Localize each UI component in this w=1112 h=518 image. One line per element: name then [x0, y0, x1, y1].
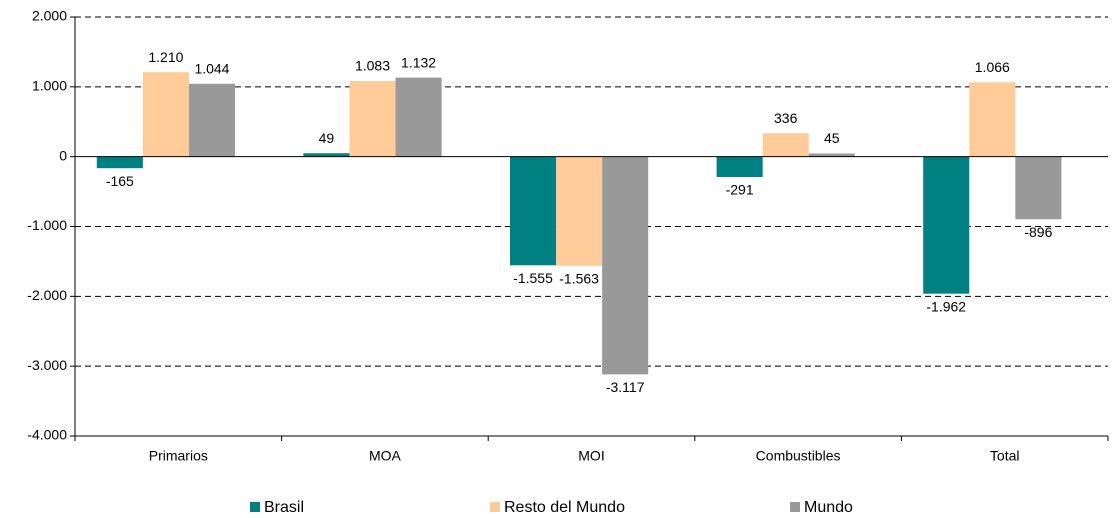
- bar: [969, 82, 1016, 157]
- y-tick-label: 2.000: [32, 8, 67, 24]
- data-label: 45: [824, 130, 840, 146]
- legend-label: Mundo: [804, 499, 853, 516]
- bar: [556, 156, 603, 266]
- bar: [808, 153, 855, 157]
- x-tick-label: MOA: [369, 448, 402, 464]
- legend-swatch: [790, 502, 800, 512]
- y-tick-label: -3.000: [27, 357, 67, 373]
- y-tick-label: -4.000: [27, 427, 67, 443]
- data-label: 1.210: [148, 49, 183, 65]
- y-tick-label: -2.000: [27, 287, 67, 303]
- x-tick-label: Total: [990, 448, 1020, 464]
- data-label: 1.044: [194, 60, 229, 76]
- bar: [395, 77, 442, 157]
- legend-label: Brasil: [264, 499, 304, 516]
- data-label: -3.117: [606, 379, 645, 395]
- bar: [762, 133, 809, 157]
- legend-swatch: [490, 502, 500, 512]
- data-label: -291: [726, 182, 754, 198]
- bar: [142, 72, 189, 157]
- data-label: 336: [774, 110, 798, 126]
- bar: [96, 156, 143, 169]
- bar: [303, 153, 350, 157]
- bar: [349, 81, 396, 157]
- data-label: -896: [1024, 224, 1052, 240]
- bar: [923, 156, 970, 294]
- data-label: 1.083: [355, 58, 390, 74]
- data-label: -165: [106, 173, 134, 189]
- y-tick-label: 1.000: [32, 78, 67, 94]
- data-label: -1.563: [559, 271, 599, 287]
- legend-label: Resto del Mundo: [504, 499, 625, 516]
- data-label: 1.066: [975, 59, 1010, 75]
- bar: [509, 156, 557, 266]
- bar: [602, 156, 649, 375]
- y-tick-label: -1.000: [27, 217, 67, 233]
- data-label: 49: [319, 130, 335, 146]
- y-tick-label: 0: [59, 147, 67, 163]
- data-label: -1.555: [513, 270, 553, 286]
- data-label: -1.962: [926, 298, 966, 314]
- bar: [1015, 156, 1062, 220]
- x-tick-label: MOI: [578, 448, 604, 464]
- legend-swatch: [250, 502, 260, 512]
- bar: [716, 156, 763, 177]
- x-tick-label: Combustibles: [756, 448, 841, 464]
- x-tick-label: Primarios: [149, 448, 208, 464]
- data-label: 1.132: [401, 54, 436, 70]
- bar: [188, 83, 236, 157]
